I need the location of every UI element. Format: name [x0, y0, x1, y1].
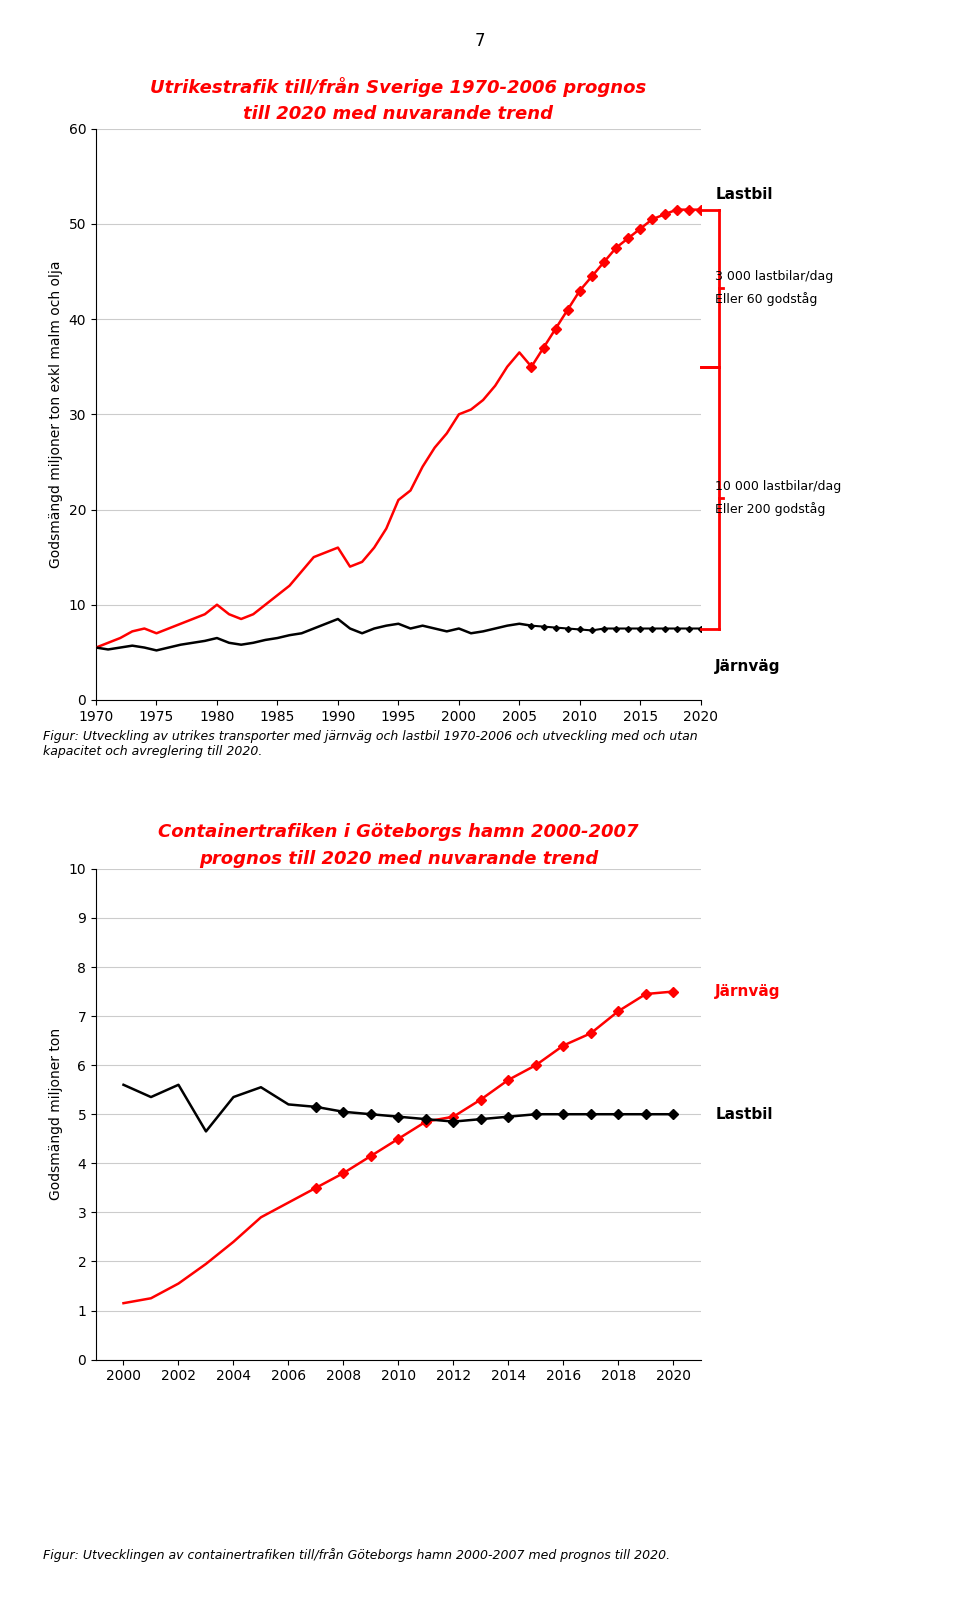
Text: Figur: Utveckling av utrikes transporter med järnväg och lastbil 1970-2006 och u: Figur: Utveckling av utrikes transporter…	[43, 730, 698, 758]
Text: Järnväg: Järnväg	[715, 985, 780, 999]
Text: prognos till 2020 med nuvarande trend: prognos till 2020 med nuvarande trend	[199, 850, 598, 869]
Y-axis label: Godsmängd miljoner ton exkl malm och olja: Godsmängd miljoner ton exkl malm och olj…	[49, 261, 63, 568]
Text: Lastbil: Lastbil	[715, 1107, 773, 1121]
Text: 7: 7	[475, 32, 485, 50]
Text: Figur: Utvecklingen av containertrafiken till/från Göteborgs hamn 2000-2007 med : Figur: Utvecklingen av containertrafiken…	[43, 1548, 670, 1562]
Text: Eller 200 godståg: Eller 200 godståg	[715, 502, 826, 516]
Y-axis label: Godsmängd miljoner ton: Godsmängd miljoner ton	[49, 1028, 63, 1200]
Text: Lastbil: Lastbil	[715, 187, 773, 201]
Text: Utrikestrafik till/från Sverige 1970-2006 prognos: Utrikestrafik till/från Sverige 1970-200…	[151, 77, 646, 97]
Text: 10 000 lastbilar/dag: 10 000 lastbilar/dag	[715, 479, 842, 492]
Text: Järnväg: Järnväg	[715, 660, 780, 674]
Text: 3 000 lastbilar/dag: 3 000 lastbilar/dag	[715, 270, 833, 283]
Text: Containertrafiken i Göteborgs hamn 2000-2007: Containertrafiken i Göteborgs hamn 2000-…	[158, 822, 638, 842]
Text: Eller 60 godståg: Eller 60 godståg	[715, 293, 818, 306]
Text: till 2020 med nuvarande trend: till 2020 med nuvarande trend	[244, 105, 553, 124]
